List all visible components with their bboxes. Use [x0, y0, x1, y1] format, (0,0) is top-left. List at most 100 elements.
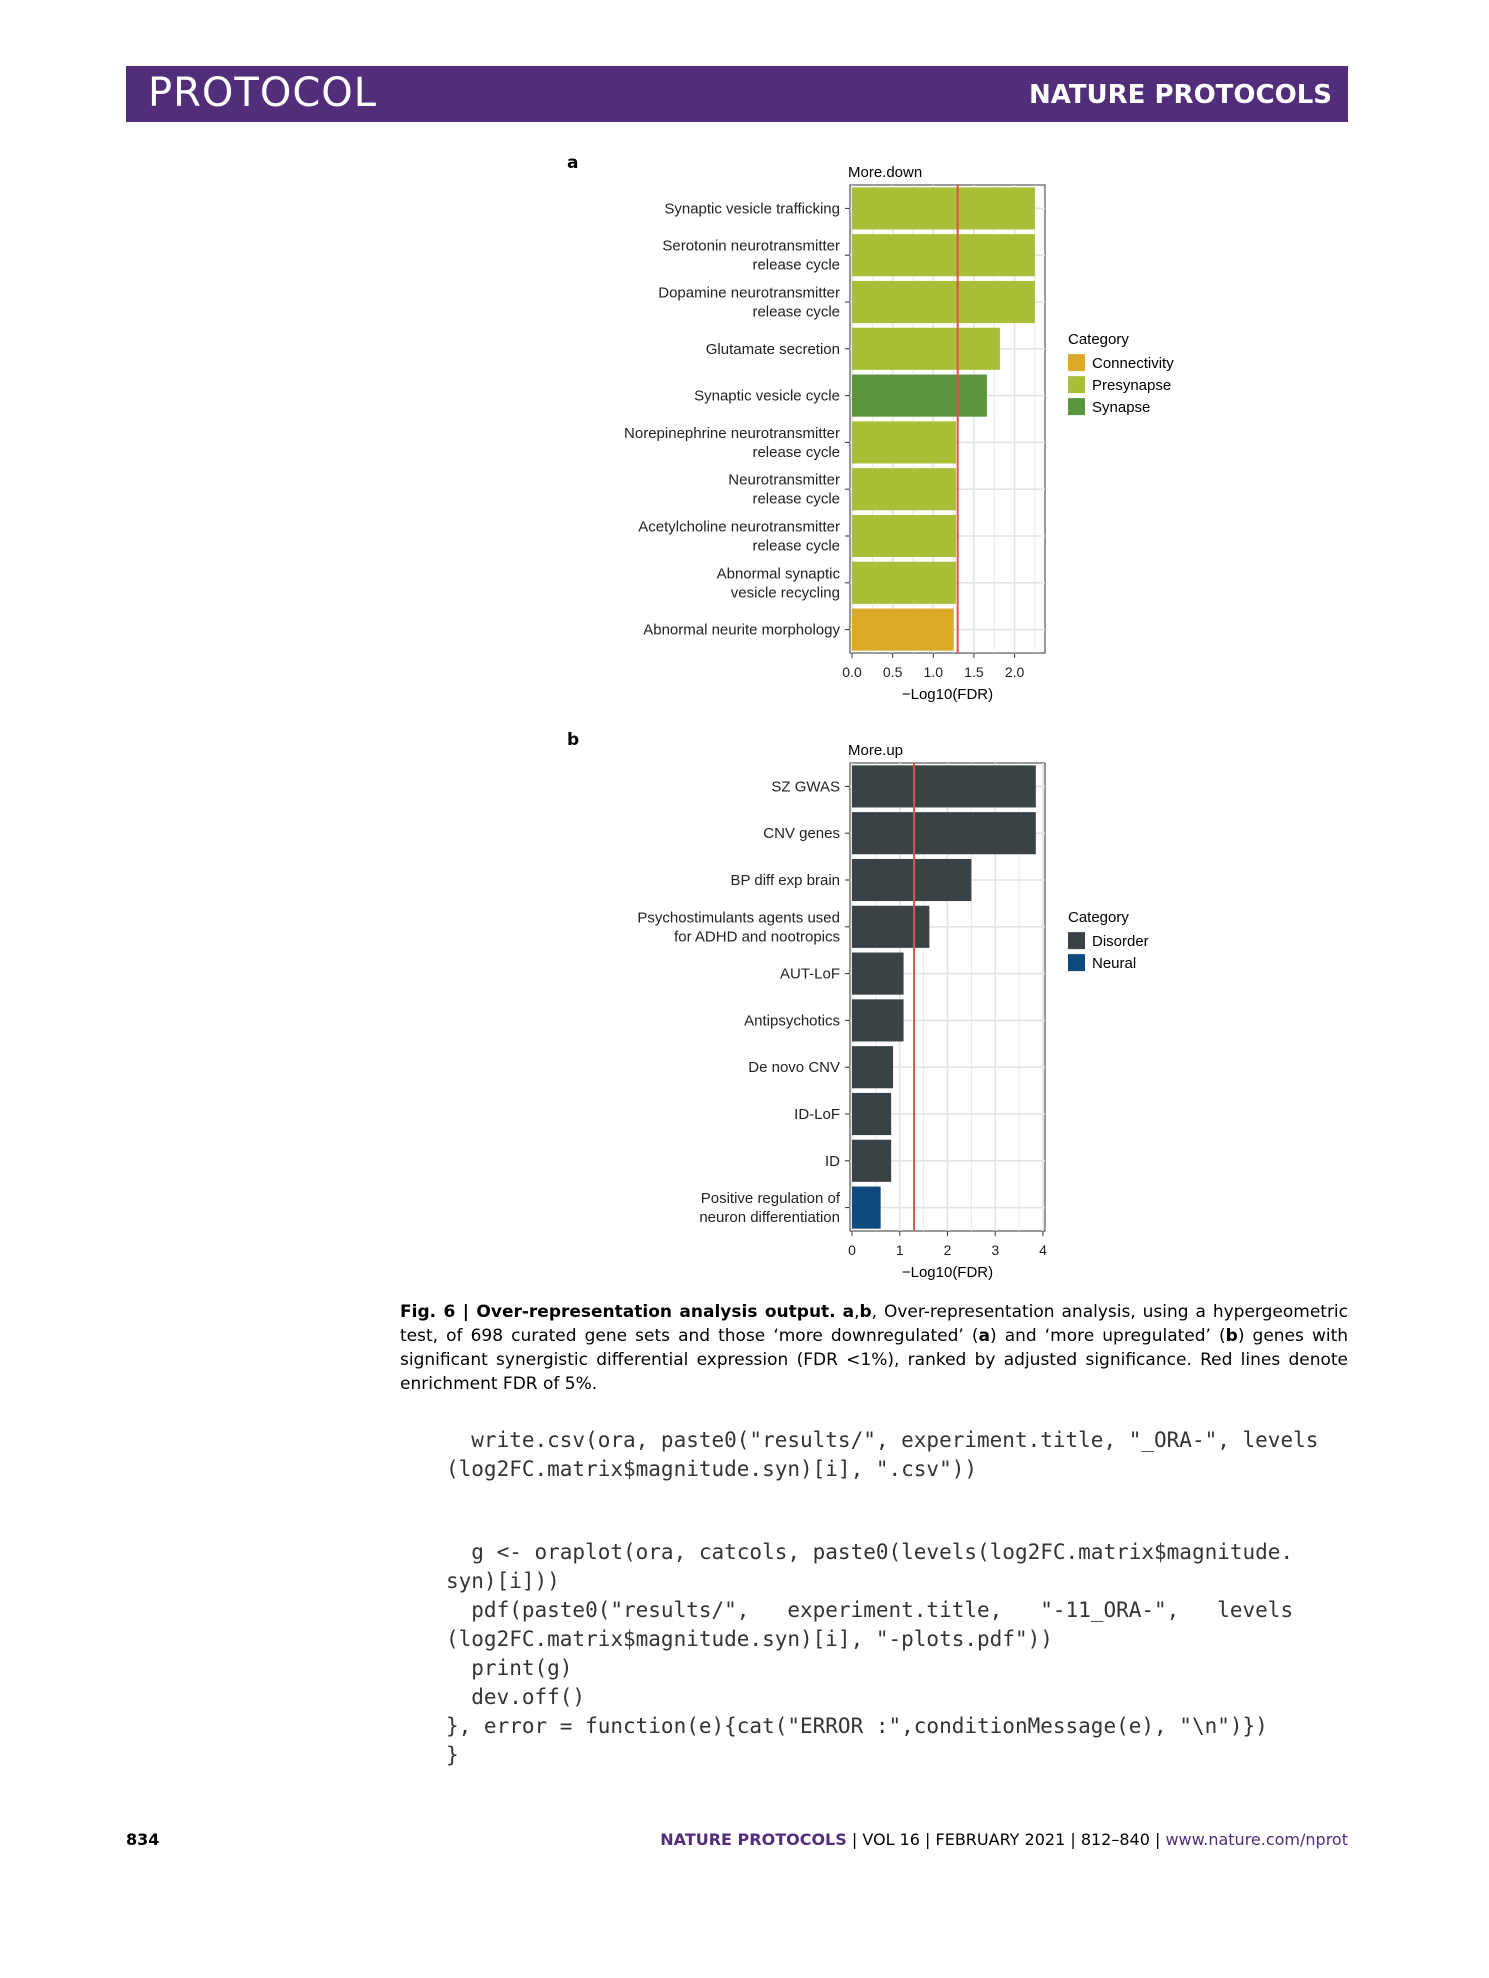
footer-url-link[interactable]: www.nature.com/nprot — [1165, 1830, 1348, 1849]
y-tick-label: Norepinephrine neurotransmitter — [624, 425, 840, 442]
caption-panel-a: a — [842, 1302, 855, 1322]
y-tick-label: Glutamate secretion — [706, 341, 840, 358]
legend-label: Presynapse — [1092, 377, 1171, 394]
caption-text-3: ) genes with significant synergistic dif… — [400, 1326, 1349, 1394]
chart-title: More.up — [848, 742, 903, 759]
panel-label-b: b — [567, 730, 580, 750]
y-tick-label: release cycle — [752, 538, 840, 555]
footer-date: FEBRUARY 2021 — [935, 1830, 1066, 1849]
y-tick-label: release cycle — [752, 257, 840, 274]
figure-caption: Fig. 6 | Over-representation analysis ou… — [400, 1300, 1348, 1396]
bar — [852, 858, 972, 902]
y-tick-label: SZ GWAS — [771, 778, 840, 795]
bar — [852, 234, 1035, 277]
y-tick-label: Synaptic vesicle cycle — [694, 388, 840, 405]
x-axis-label: −Log10(FDR) — [902, 686, 993, 703]
caption-ref-a: a — [978, 1326, 991, 1346]
x-tick-label: 4 — [1039, 1242, 1047, 1258]
header-banner: PROTOCOL NATURE PROTOCOLS — [126, 66, 1348, 122]
y-tick-label: for ADHD and nootropics — [674, 928, 840, 945]
bar — [852, 952, 904, 995]
bar — [852, 999, 904, 1042]
x-tick-label: 0.5 — [883, 664, 903, 680]
y-tick-label: Abnormal neurite morphology — [643, 622, 840, 639]
legend-swatch — [1068, 932, 1085, 950]
y-tick-label: release cycle — [752, 491, 840, 508]
x-tick-label: 3 — [991, 1242, 999, 1258]
legend-label: Synapse — [1092, 399, 1150, 416]
footer-pages: 812–840 — [1080, 1830, 1150, 1849]
bar — [852, 765, 1036, 808]
bar — [852, 468, 957, 511]
bar — [852, 187, 1035, 230]
y-tick-label: Dopamine neurotransmitter — [658, 285, 840, 302]
x-tick-label: 1 — [896, 1242, 904, 1258]
footer-citation: NATURE PROTOCOLS | VOL 16 | FEBRUARY 202… — [660, 1830, 1348, 1849]
section-label: PROTOCOL — [148, 70, 378, 116]
y-tick-label: Acetylcholine neurotransmitter — [638, 519, 840, 536]
chart-title: More.down — [848, 164, 922, 181]
bar — [852, 1186, 881, 1229]
bar — [852, 1046, 894, 1089]
x-tick-label: 0.0 — [842, 664, 862, 680]
y-tick-label: release cycle — [752, 304, 840, 321]
caption-text-1: , Over-representation analysis, using a … — [400, 1302, 1348, 1346]
legend-title: Category — [1068, 331, 1129, 348]
y-tick-label: Antipsychotics — [744, 1012, 840, 1029]
caption-fig-title: Fig. 6 | Over-representation analysis ou… — [400, 1302, 836, 1322]
journal-name: NATURE PROTOCOLS — [1028, 80, 1332, 110]
footer-sep: | — [919, 1830, 936, 1849]
x-tick-label: 2.0 — [1005, 664, 1025, 680]
footer-sep: | — [1065, 1830, 1081, 1849]
bar — [852, 812, 1036, 855]
x-tick-label: 1.5 — [964, 664, 984, 680]
y-tick-label: Psychostimulants agents used — [637, 909, 840, 926]
legend-swatch — [1068, 398, 1085, 416]
panel-label-a: a — [567, 153, 579, 173]
y-tick-label: Positive regulation of — [701, 1190, 841, 1207]
y-tick-label: De novo CNV — [748, 1059, 840, 1076]
x-axis-label: −Log10(FDR) — [902, 1264, 993, 1281]
y-tick-label: Synaptic vesicle trafficking — [664, 200, 840, 217]
legend-label: Disorder — [1092, 933, 1149, 950]
y-tick-label: ID-LoF — [794, 1106, 840, 1123]
x-tick-label: 0 — [848, 1242, 856, 1258]
y-tick-label: CNV genes — [763, 825, 840, 842]
y-tick-label: neuron differentiation — [699, 1209, 840, 1226]
bar — [852, 374, 987, 417]
legend-label: Connectivity — [1092, 355, 1174, 372]
bar — [852, 905, 930, 948]
legend-swatch — [1068, 376, 1085, 394]
bar — [852, 514, 957, 558]
x-tick-label: 1.0 — [924, 664, 944, 680]
legend-title: Category — [1068, 909, 1129, 926]
chart-more-down: More.down Synaptic vesicle trafficking Ser… — [624, 164, 1174, 703]
footer-journal: NATURE PROTOCOLS — [660, 1830, 847, 1849]
y-tick-label: ID — [825, 1153, 840, 1170]
y-tick-label: Serotonin neurotransmitter — [662, 238, 840, 255]
bar — [852, 327, 1000, 370]
bar — [852, 421, 957, 464]
caption-comma: , — [854, 1302, 860, 1322]
x-tick-label: 2 — [944, 1242, 952, 1258]
footer-sep: | — [846, 1830, 863, 1849]
y-tick-label: release cycle — [752, 444, 840, 461]
caption-panel-b: b — [859, 1302, 872, 1322]
page-number: 834 — [126, 1830, 160, 1849]
footer-sep: | — [1149, 1830, 1166, 1849]
bar — [852, 280, 1035, 324]
caption-text-2: ) and ‘more upregulated’ ( — [990, 1326, 1226, 1346]
chart-more-up: More.up SZ GWAS CNV genes BP diff exp brain… — [637, 742, 1149, 1281]
legend-swatch — [1068, 354, 1085, 372]
legend-label: Neural — [1092, 955, 1136, 972]
footer-volume: VOL 16 — [862, 1830, 920, 1849]
y-tick-label: vesicle recycling — [731, 584, 840, 601]
bar — [852, 1139, 892, 1182]
y-tick-label: Abnormal synaptic — [717, 565, 841, 582]
legend-swatch — [1068, 954, 1085, 972]
bar — [852, 1092, 892, 1136]
code-block-1: write.csv(ora, paste0("results/", experi… — [446, 1428, 1319, 1481]
bar — [852, 608, 954, 651]
y-tick-label: BP diff exp brain — [730, 872, 840, 889]
caption-ref-b: b — [1225, 1326, 1238, 1346]
